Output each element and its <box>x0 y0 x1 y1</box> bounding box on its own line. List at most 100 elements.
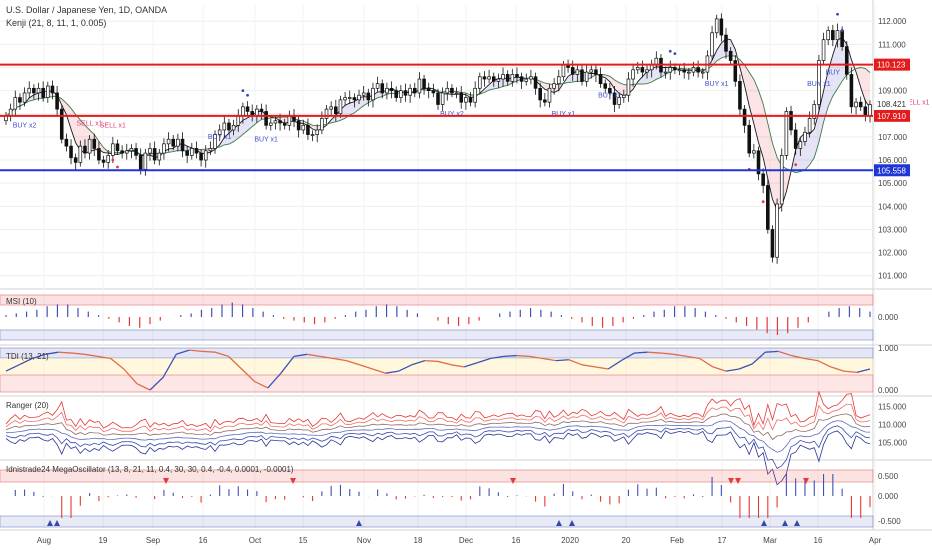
ribbon-fill <box>303 120 308 126</box>
tdi-line-segment <box>202 350 216 353</box>
tdi-line-segment <box>542 357 556 362</box>
candle-body <box>426 87 431 91</box>
ribbon-fill <box>349 101 355 116</box>
signal-label: BUY x1 <box>552 111 576 118</box>
candle-body <box>789 111 793 131</box>
candle-body <box>199 152 203 161</box>
signal-star-marker <box>794 163 798 167</box>
time-tick-label: Feb <box>670 536 684 545</box>
tdi-line-segment <box>477 357 491 364</box>
ribbon-fill <box>814 111 819 158</box>
candle-body <box>440 92 445 105</box>
overlay-indicator-title: Kenji (21, 8, 11, 1, 0.005) <box>6 18 107 28</box>
level-price-label: 105.558 <box>877 166 906 175</box>
candle-body <box>519 76 524 82</box>
candle-body <box>92 138 97 149</box>
candle-body <box>464 97 468 103</box>
mega-upper-band <box>0 469 874 483</box>
candle-body <box>329 106 333 110</box>
candle-body <box>617 97 621 105</box>
tdi-line-segment <box>320 355 334 360</box>
ribbon-fill <box>280 117 285 124</box>
tdi-line-segment <box>738 363 753 370</box>
tdi-line-segment <box>725 368 740 372</box>
tdi-line-segment <box>634 351 648 354</box>
tdi-line-segment <box>280 356 295 374</box>
tdi-line-segment <box>529 355 543 360</box>
candle-body <box>529 76 533 80</box>
tdi-line-segment <box>254 381 269 389</box>
candle-body <box>831 30 835 41</box>
candle-body <box>501 74 505 80</box>
candle-body <box>459 92 464 103</box>
ranger-band-line <box>5 413 871 441</box>
candle-body <box>793 129 798 149</box>
tdi-line-segment <box>149 376 164 391</box>
ribbon-fill <box>75 114 81 151</box>
level-price-badge <box>874 164 910 177</box>
time-tick-label: Sep <box>146 536 161 545</box>
symbol-title: U.S. Dollar / Japanese Yen, 1D, OANDA <box>6 5 168 15</box>
mega-tick-label: -0.500 <box>878 517 901 526</box>
candle-body <box>770 229 775 258</box>
candle-body <box>496 78 501 82</box>
tdi-line-segment <box>843 370 857 374</box>
candle-body <box>185 150 189 156</box>
tdi-line-segment <box>791 354 805 360</box>
candle-body <box>487 76 491 80</box>
level-price-label: 107.910 <box>877 112 906 121</box>
signal-label: BUY x1 <box>208 134 232 141</box>
tdi-tick-label: 1.000 <box>878 344 899 353</box>
candle-body <box>380 83 385 94</box>
tdi-line-segment <box>71 352 85 355</box>
candle-body <box>352 97 357 101</box>
mega-sell-triangle <box>728 478 734 484</box>
ribbon-fill <box>168 148 174 153</box>
price-tick-label: 103.000 <box>878 225 907 234</box>
candle-body <box>779 155 784 205</box>
tdi-line-segment <box>647 351 661 354</box>
time-tick-label: 20 <box>622 536 631 545</box>
mega-tick-label: 0.500 <box>878 472 899 481</box>
candle-body <box>120 150 124 154</box>
candle-body <box>50 85 55 94</box>
candle-body <box>580 69 584 82</box>
tdi-line-segment <box>359 364 373 370</box>
signal-label: BUY x1 <box>705 81 729 88</box>
candle-body <box>543 99 547 103</box>
signal-label: BUY x2 <box>13 123 37 130</box>
tdi-line-segment <box>333 357 347 362</box>
candle-body <box>858 101 863 108</box>
candle-body <box>677 69 682 72</box>
candle-body <box>180 138 185 152</box>
candle-body <box>742 108 747 126</box>
mega-buy-triangle <box>54 520 60 526</box>
candle-body <box>710 32 714 57</box>
ribbon-fill <box>345 103 350 119</box>
signal-star-marker <box>111 158 115 162</box>
mega-sell-triangle <box>803 478 809 484</box>
candle-body <box>171 138 176 147</box>
candle-body <box>259 108 264 112</box>
mega-buy-triangle <box>794 520 800 526</box>
ranger-band-line <box>5 430 871 486</box>
candle-body <box>835 30 840 41</box>
price-tick-label: 111.000 <box>878 40 906 49</box>
tdi-line-segment <box>778 350 792 357</box>
ribbon-fill <box>187 146 192 151</box>
candle-body <box>478 76 482 89</box>
candle-body <box>631 69 635 80</box>
candle-body <box>46 85 50 98</box>
candle-body <box>278 120 282 124</box>
candle-body <box>515 74 519 78</box>
time-tick-label: 15 <box>299 536 308 545</box>
candle-body <box>663 71 668 74</box>
tdi-line-segment <box>804 357 818 362</box>
candle-body <box>152 148 157 161</box>
time-tick-label: Nov <box>357 536 371 545</box>
ribbon-fill <box>489 80 494 90</box>
ranger-tick-label: 105.000 <box>878 439 907 448</box>
ribbon-fill <box>80 119 85 154</box>
